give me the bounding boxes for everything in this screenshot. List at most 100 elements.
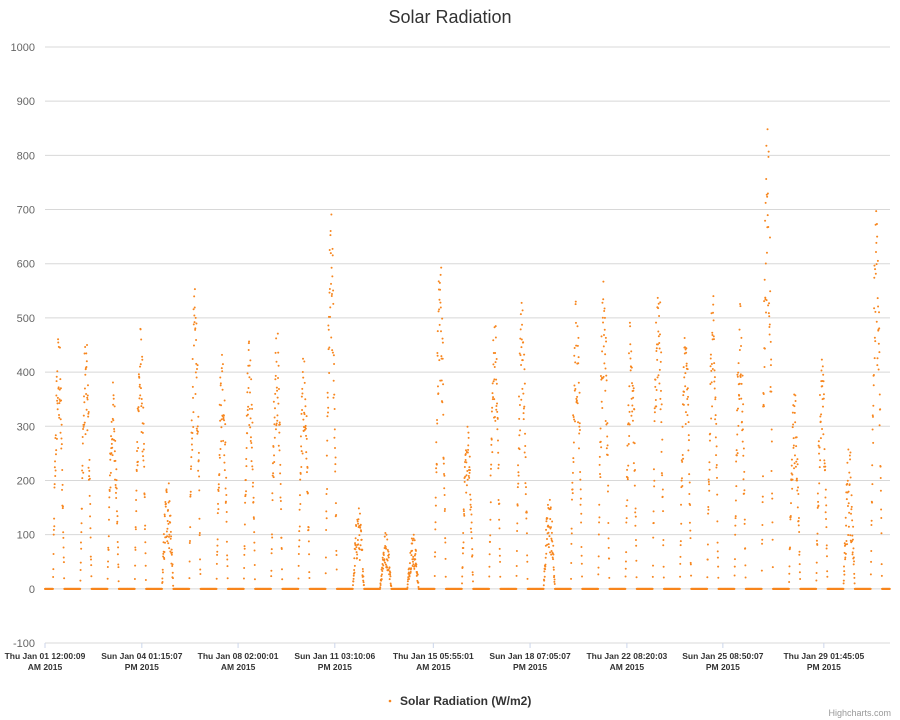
data-point [497, 498, 500, 501]
data-point [117, 580, 120, 583]
data-point [631, 404, 634, 407]
data-point [689, 563, 692, 566]
data-point [273, 436, 276, 439]
data-point [816, 492, 819, 495]
data-point [576, 325, 579, 328]
data-point [87, 411, 90, 413]
data-point [136, 449, 138, 452]
data-point [761, 475, 764, 478]
data-point [490, 438, 493, 441]
data-point [600, 400, 603, 403]
data-point [550, 531, 553, 534]
data-point [876, 364, 879, 367]
data-point [106, 577, 109, 580]
data-point [274, 374, 277, 377]
data-point [875, 241, 878, 244]
data-point [194, 393, 197, 396]
data-point [60, 423, 63, 426]
data-point [305, 457, 308, 460]
data-point [634, 515, 637, 518]
data-point [873, 264, 876, 267]
data-point [580, 562, 583, 565]
data-point [308, 571, 311, 574]
data-point [570, 532, 573, 535]
data-point [85, 352, 88, 355]
data-point [113, 405, 116, 408]
data-point [253, 531, 256, 534]
data-point [271, 536, 274, 539]
data-point [139, 363, 142, 366]
data-point [851, 538, 854, 541]
data-point [171, 551, 174, 554]
data-point [326, 439, 329, 442]
data-point [715, 422, 718, 425]
data-point [659, 397, 662, 400]
data-point [273, 416, 276, 419]
data-point [443, 487, 446, 490]
data-point [713, 380, 716, 383]
data-point [62, 531, 65, 534]
data-point [853, 582, 856, 585]
data-point [577, 421, 580, 424]
data-point [652, 522, 655, 524]
data-point [624, 560, 627, 563]
data-point [243, 566, 246, 569]
data-point [606, 422, 609, 425]
data-point [277, 377, 280, 379]
data-point [332, 302, 335, 305]
data-point [331, 349, 334, 352]
data-point [847, 502, 850, 505]
data-point [660, 450, 663, 453]
data-point [408, 575, 411, 578]
data-point [297, 553, 300, 555]
data-point [189, 526, 192, 529]
data-point [136, 460, 139, 463]
data-point [709, 382, 712, 385]
credits-link[interactable]: Highcharts.com [828, 708, 891, 718]
data-point [496, 402, 499, 405]
data-point [818, 482, 821, 485]
data-point [598, 463, 601, 466]
data-point [765, 251, 768, 254]
data-point [61, 505, 64, 508]
x-tick-label: Thu Jan 08 02:00:01 [198, 651, 279, 661]
data-point [604, 420, 607, 423]
data-point [249, 417, 252, 420]
data-point [826, 570, 829, 573]
data-point [823, 459, 826, 462]
data-point [57, 341, 60, 344]
data-point [444, 541, 447, 544]
legend[interactable]: Solar Radiation (W/m2) [388, 694, 532, 708]
x-tick-label: AM 2015 [610, 662, 645, 672]
data-point [734, 515, 737, 518]
data-point [573, 384, 576, 387]
data-point [516, 529, 519, 532]
data-point [215, 577, 218, 580]
data-point [440, 330, 442, 333]
data-point [58, 402, 61, 405]
data-point [85, 393, 88, 395]
data-point [408, 577, 411, 580]
data-point [739, 305, 742, 308]
data-point [795, 477, 798, 480]
legend-label[interactable]: Solar Radiation (W/m2) [400, 694, 531, 708]
data-point [163, 513, 166, 516]
data-point [604, 336, 607, 339]
data-point [876, 259, 879, 262]
data-point [787, 587, 790, 590]
data-point [598, 455, 601, 458]
data-point [850, 494, 853, 497]
data-point [599, 476, 602, 479]
data-point [170, 548, 173, 551]
data-point [494, 325, 497, 328]
data-point [820, 413, 823, 416]
data-point [134, 526, 137, 529]
data-point [79, 579, 82, 582]
data-point [299, 472, 302, 475]
data-point [521, 359, 524, 362]
data-point [497, 463, 500, 466]
data-point [58, 388, 61, 391]
data-point [166, 527, 169, 530]
data-point [708, 439, 711, 442]
data-point [871, 501, 874, 504]
